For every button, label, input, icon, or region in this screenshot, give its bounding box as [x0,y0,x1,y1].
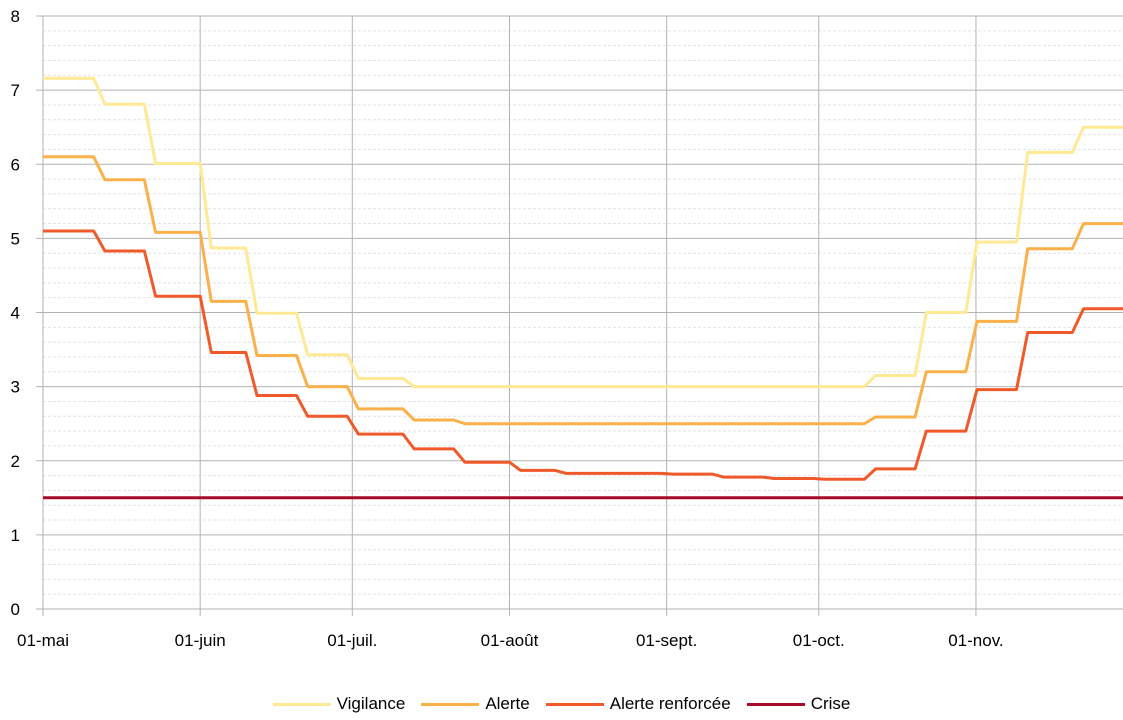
minor-gridlines [43,30,1123,595]
legend-item-vigilance: Vigilance [272,694,406,714]
y-tick-label: 2 [11,452,20,471]
y-tick-label: 8 [11,7,20,26]
legend-item-crise: Crise [746,694,851,714]
series-line-alerte [43,155,1123,426]
y-tick-label: 1 [11,526,20,545]
x-tick-label: 01-nov. [948,631,1003,650]
x-tick-label: 01-juin [175,631,226,650]
legend-label: Alerte [485,694,530,713]
legend-label: Alerte renforcée [609,694,731,713]
y-tick-label: 6 [11,155,20,174]
y-tick-label: 4 [11,304,20,323]
axes [36,16,1123,616]
legend-swatch [421,702,480,706]
legend-label: Crise [810,694,851,713]
y-tick-label: 7 [11,81,20,100]
series-line-vigilance [43,76,1123,389]
chart-legend: Vigilance Alerte Alerte renforcée Crise [0,690,1123,718]
legend-swatch [545,702,604,706]
x-tick-label: 01-oct. [793,631,845,650]
x-tick-label: 01-juil. [327,631,377,650]
x-tick-label: 01-sept. [636,631,697,650]
series-line-alerte-renforc-e [43,229,1123,481]
legend-label: Vigilance [336,694,406,713]
x-tick-label: 01-mai [17,631,69,650]
x-tick-label: 01-août [481,631,539,650]
legend-item-alerte: Alerte [421,694,530,714]
x-axis-ticks: 01-mai 01-juin 01-juil. 01-août 01-sept. 01-o… [17,609,1004,650]
y-axis-ticks: 0 1 2 3 4 5 6 7 8 [11,7,43,619]
y-tick-label: 3 [11,378,20,397]
legend-item-alerte-renforc-e: Alerte renforcée [545,694,731,714]
legend-swatch [272,702,331,706]
legend-swatch [746,702,805,706]
y-tick-label: 5 [11,229,20,248]
series-lines [43,76,1123,500]
y-tick-label: 0 [11,600,20,619]
